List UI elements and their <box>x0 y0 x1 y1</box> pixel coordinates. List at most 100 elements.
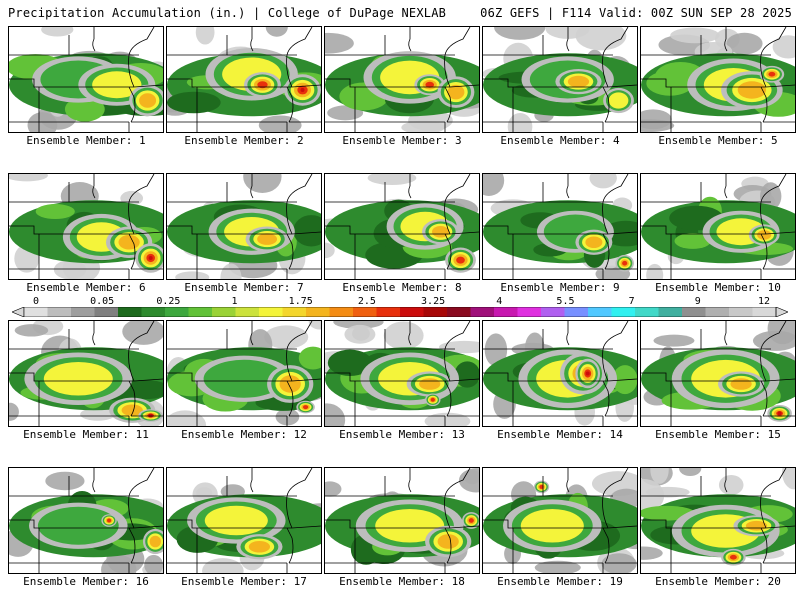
colorbar-segment <box>494 307 518 317</box>
colorbar-segment <box>729 307 753 317</box>
precip-map <box>9 321 163 426</box>
colorbar-segment <box>259 307 283 317</box>
colorbar-segment <box>705 307 730 317</box>
colorbar-tick-label: 5.5 <box>556 296 575 307</box>
colorbar-tick-label: 3.25 <box>421 296 446 307</box>
colorbar-segment <box>588 307 612 317</box>
ensemble-member-label: Ensemble Member: 19 <box>497 575 623 588</box>
precip-map <box>641 27 795 132</box>
ensemble-panel <box>482 173 638 280</box>
colorbar-tick-label: 12 <box>757 296 771 307</box>
ensemble-panel <box>166 173 322 280</box>
colorbar-min-arrow <box>12 307 25 317</box>
colorbar-segment <box>400 307 424 317</box>
precip-map <box>167 27 321 132</box>
map-title: Precipitation Accumulation (in.) | Colle… <box>8 6 447 20</box>
colorbar-segment <box>94 307 119 317</box>
colorbar-segment <box>329 307 354 317</box>
precip-map <box>167 468 321 573</box>
colorbar-segment <box>47 307 72 317</box>
ensemble-panel <box>8 26 164 133</box>
colorbar-tick-label: 2.5 <box>357 296 376 307</box>
precip-map <box>9 174 163 279</box>
colorbar-tick-label: 7 <box>628 296 635 307</box>
colorbar-tick-label: 1 <box>231 296 238 307</box>
ensemble-member-label: Ensemble Member: 3 <box>342 134 462 147</box>
ensemble-panel <box>482 26 638 133</box>
colorbar-segment <box>752 307 777 317</box>
ensemble-panel <box>324 173 480 280</box>
precip-map <box>483 174 637 279</box>
colorbar-segment <box>376 307 401 317</box>
colorbar-segment <box>517 307 542 317</box>
ensemble-member-label: Ensemble Member: 16 <box>23 575 149 588</box>
ensemble-panel <box>166 320 322 427</box>
ensemble-member-label: Ensemble Member: 9 <box>500 281 620 294</box>
precip-map <box>9 27 163 132</box>
precip-map <box>325 174 479 279</box>
ensemble-member-label: Ensemble Member: 5 <box>658 134 778 147</box>
colorbar-segment <box>658 307 683 317</box>
ensemble-panel <box>640 173 796 280</box>
precip-map <box>167 174 321 279</box>
precip-map <box>325 321 479 426</box>
colorbar-segment <box>682 307 706 317</box>
colorbar-segment <box>212 307 236 317</box>
ensemble-member-label: Ensemble Member: 8 <box>342 281 462 294</box>
colorbar-tick-label: 0.25 <box>156 296 181 307</box>
ensemble-panel <box>166 26 322 133</box>
colorbar-segment <box>353 307 377 317</box>
ensemble-panel <box>640 467 796 574</box>
precip-map <box>483 27 637 132</box>
colorbar-max-arrow <box>775 307 788 317</box>
precip-map <box>641 468 795 573</box>
colorbar-tick-label: 0.05 <box>90 296 115 307</box>
precip-map <box>641 321 795 426</box>
ensemble-member-label: Ensemble Member: 10 <box>655 281 781 294</box>
precip-map <box>641 174 795 279</box>
ensemble-panel <box>324 26 480 133</box>
ensemble-member-label: Ensemble Member: 7 <box>184 281 304 294</box>
ensemble-member-label: Ensemble Member: 1 <box>26 134 146 147</box>
colorbar-segment <box>306 307 330 317</box>
ensemble-panel <box>324 467 480 574</box>
colorbar-segment <box>141 307 166 317</box>
colorbar-segment <box>564 307 589 317</box>
colorbar-tick-label: 1.75 <box>288 296 313 307</box>
colorbar-segment <box>71 307 95 317</box>
ensemble-panel <box>482 320 638 427</box>
precip-map <box>9 468 163 573</box>
valid-time: 06Z GEFS | F114 Valid: 00Z SUN SEP 28 20… <box>480 6 792 20</box>
ensemble-panel <box>324 320 480 427</box>
ensemble-panel <box>8 467 164 574</box>
precip-map <box>483 468 637 573</box>
ensemble-member-label: Ensemble Member: 13 <box>339 428 465 441</box>
colorbar-segment <box>423 307 448 317</box>
ensemble-member-label: Ensemble Member: 15 <box>655 428 781 441</box>
ensemble-panel <box>640 320 796 427</box>
colorbar-segment <box>541 307 565 317</box>
colorbar-segment <box>611 307 636 317</box>
precip-map <box>325 468 479 573</box>
ensemble-panel <box>8 320 164 427</box>
ensemble-member-label: Ensemble Member: 20 <box>655 575 781 588</box>
ensemble-panel <box>8 173 164 280</box>
precip-map <box>325 27 479 132</box>
colorbar-segment <box>447 307 471 317</box>
colorbar-tick-label: 4 <box>496 296 503 307</box>
colorbar-tick-label: 9 <box>694 296 701 307</box>
ensemble-member-label: Ensemble Member: 6 <box>26 281 146 294</box>
ensemble-member-label: Ensemble Member: 17 <box>181 575 307 588</box>
colorbar-segment <box>118 307 142 317</box>
precip-colorbar <box>12 307 788 317</box>
ensemble-member-label: Ensemble Member: 18 <box>339 575 465 588</box>
ensemble-member-label: Ensemble Member: 12 <box>181 428 307 441</box>
colorbar-segment <box>24 307 48 317</box>
precip-map <box>483 321 637 426</box>
colorbar-tick-label: 0 <box>32 296 40 307</box>
colorbar-segment <box>470 307 495 317</box>
ensemble-panel <box>482 467 638 574</box>
colorbar-segment <box>165 307 189 317</box>
ensemble-member-label: Ensemble Member: 11 <box>23 428 149 441</box>
colorbar-segment <box>635 307 659 317</box>
